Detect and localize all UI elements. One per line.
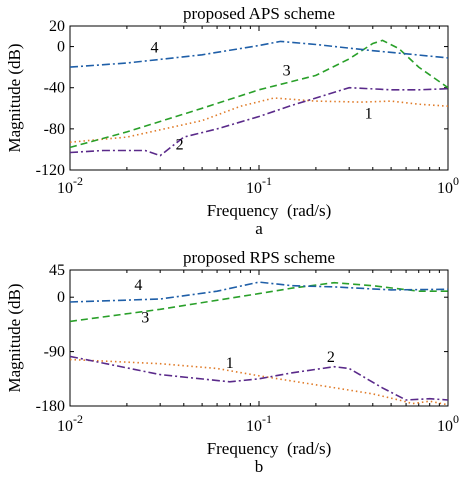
x-axis-label: Frequency (rad/s) [207,439,332,458]
series-line-2 [70,86,448,157]
x-tick-label: 10-2 [57,412,83,435]
y-tick-label: 45 [49,262,65,279]
series-line-1 [70,97,448,143]
series-label-1: 1 [365,106,373,123]
series-line-3 [70,281,448,323]
series-label-2: 2 [327,349,335,366]
x-tick-label: 10-1 [246,174,272,197]
x-tick-label: 100 [437,174,459,197]
series-line-2 [70,355,448,401]
y-tick-label: -90 [44,344,65,361]
x-tick-label: 100 [437,412,459,435]
y-tick-label: -180 [36,398,65,415]
plot-frame [69,25,449,171]
y-tick-label: 20 [49,18,65,35]
panel-caption: b [255,457,264,476]
series-line-4 [70,281,448,303]
y-axis-label: Magnitude (dB) [5,283,24,392]
series-label-3: 3 [141,310,149,327]
chart-title: proposed APS scheme [183,4,335,23]
y-tick-label: -120 [36,162,65,179]
series-line-3 [70,39,448,149]
y-axis-label: Magnitude (dB) [5,43,24,152]
panel-caption: a [255,219,263,238]
series-label-2: 2 [176,136,184,153]
series-line-4 [70,40,448,68]
y-tick-label: 0 [57,289,65,306]
y-tick-label: -80 [44,121,65,138]
x-tick-label: 10-2 [57,174,83,197]
x-axis-label: Frequency (rad/s) [207,201,332,220]
series-label-1: 1 [226,355,234,372]
y-tick-label: 0 [57,39,65,56]
series-line-1 [70,358,448,406]
x-tick-label: 10-1 [246,412,272,435]
series-label-3: 3 [283,62,291,79]
y-tick-label: -40 [44,80,65,97]
chart-title: proposed RPS scheme [183,248,335,267]
series-label-4: 4 [151,40,159,57]
series-label-4: 4 [134,277,142,294]
